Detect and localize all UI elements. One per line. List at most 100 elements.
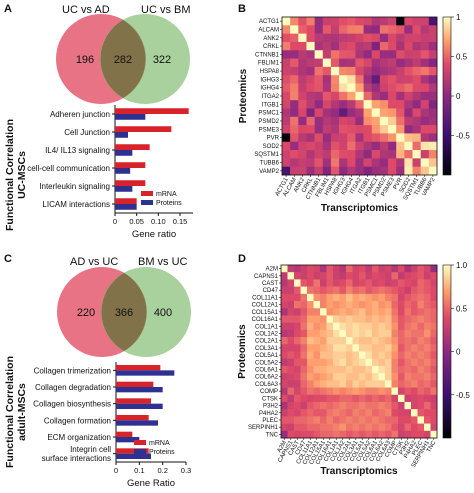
heat-b-cell-12-4 (314, 116, 324, 126)
heat-d-cell-14-15 (378, 365, 386, 374)
heat-d-cell-22-1 (287, 423, 295, 432)
heat-d-cell-2-9 (339, 279, 347, 287)
heat-d-cell-11-2 (294, 344, 301, 352)
heat-d-cell-15-13 (365, 373, 373, 381)
heat-d-cell-21-3 (300, 416, 308, 424)
bar-c-legend-swatch-proteins (134, 449, 146, 454)
heat-b-cell-8-10 (363, 83, 373, 93)
heat-b-cell-2-3 (306, 33, 315, 43)
heat-d-cell-18-2 (294, 394, 301, 403)
heat-d-cell-6-17 (391, 308, 399, 316)
heat-d-cell-12-7 (326, 351, 334, 360)
heat-b-cell-15-9 (355, 141, 364, 151)
heat-b-cell-13-15 (404, 125, 413, 134)
heat-d-cell-6-14 (372, 308, 379, 316)
heat-d-cell-15-23 (430, 373, 438, 381)
heat-d-cell-14-4 (307, 365, 314, 374)
heat-b-cell-1-18 (428, 25, 438, 34)
heat-b-cell-13-12 (379, 125, 389, 134)
heat-d-cell-16-19 (404, 380, 412, 388)
heat-d-cell-11-0 (281, 344, 288, 352)
heat-d-cell-19-18 (398, 401, 405, 410)
heat-b-cell-6-8 (347, 66, 356, 76)
heat-d-cell-16-15 (378, 380, 386, 388)
heat-d-cell-23-3 (300, 430, 308, 439)
heat-b-cell-4-10 (363, 50, 373, 59)
heat-d-cell-21-12 (359, 416, 366, 424)
heat-d-cell-12-22 (424, 351, 431, 360)
heat-d-cell-21-8 (333, 416, 340, 424)
panel-label-d: D (238, 253, 246, 265)
heat-b-cell-0-2 (298, 17, 307, 26)
heat-d-cell-5-2 (294, 301, 301, 309)
heat-d-cell-20-15 (378, 409, 386, 417)
heat-d-cell-4-17 (391, 293, 399, 302)
bar-c-legend-label-mrna: mRNA (149, 440, 170, 447)
heat-d-cell-7-13 (365, 315, 373, 323)
heat-d-cell-16-23 (430, 380, 438, 388)
heat-d-cell-13-13 (365, 358, 373, 367)
heat-b-ylabel: Proteomics (238, 68, 249, 123)
bar-a-category-label-1: Cell Junction (64, 128, 110, 137)
heat-d-cell-6-6 (320, 308, 327, 316)
heat-d-cell-5-7 (326, 301, 334, 309)
heat-d-cell-13-7 (326, 358, 334, 367)
heat-d-cell-3-7 (326, 286, 334, 295)
heat-d-cell-4-8 (333, 293, 340, 302)
heat-d-cell-11-21 (417, 344, 425, 352)
heat-d-cell-18-22 (424, 394, 431, 403)
heat-b-cell-5-3 (306, 58, 315, 68)
heat-d-cell-1-4 (307, 272, 314, 280)
heat-d-cell-3-17 (391, 286, 399, 295)
heat-d-cell-4-20 (411, 293, 418, 302)
heat-d-cell-21-22 (424, 416, 431, 424)
heat-d-cell-11-15 (378, 344, 386, 352)
heat-b-cell-11-0 (282, 108, 291, 118)
heat-d-cell-6-18 (398, 308, 405, 316)
heat-b-cell-5-12 (379, 58, 389, 68)
bar-a-bar-mrna-3 (115, 162, 146, 168)
heat-b-cell-13-3 (306, 125, 315, 134)
heat-d-cell-22-15 (378, 423, 386, 432)
heat-b-cell-12-5 (322, 116, 332, 126)
heat-d-cell-18-7 (326, 394, 334, 403)
heat-b-cell-9-0 (282, 91, 291, 101)
heat-d-cell-16-6 (320, 380, 327, 388)
heat-b-cell-13-1 (290, 125, 299, 134)
heat-d-cell-13-0 (281, 358, 288, 367)
heat-b-cell-12-16 (412, 116, 421, 126)
heat-b-cell-8-7 (339, 83, 348, 93)
heat-b-cell-8-14 (396, 83, 405, 93)
heat-d-cell-2-15 (378, 279, 386, 287)
heat-d-cell-7-16 (385, 315, 392, 323)
heat-d-cell-6-13 (365, 308, 373, 316)
bar-a-bar-proteins-3 (115, 168, 131, 174)
heat-d-cell-4-18 (398, 293, 405, 302)
heat-d-cell-8-17 (391, 322, 399, 331)
heat-d-cell-10-12 (359, 337, 366, 345)
heat-d-cell-23-0 (281, 430, 288, 439)
heat-b-col-label-14: PVR (393, 176, 405, 190)
heat-d-cell-0-23 (430, 265, 438, 273)
heat-b-cell-17-17 (420, 158, 430, 167)
heat-d-cell-2-19 (404, 279, 412, 287)
heat-d-cell-4-2 (294, 293, 301, 302)
heat-d-cell-9-20 (411, 329, 418, 338)
heat-b-cell-7-8 (347, 75, 356, 84)
heat-d-cell-21-2 (294, 416, 301, 424)
heat-d-cell-15-15 (378, 373, 386, 381)
heat-b-cell-5-6 (330, 58, 340, 68)
heat-d-cell-2-17 (391, 279, 399, 287)
heat-b-cell-13-9 (355, 125, 364, 134)
heat-b-cell-1-17 (420, 25, 430, 34)
heat-d-cell-17-8 (333, 387, 340, 396)
heat-b-row-label-5: FBLIM1 (258, 61, 280, 67)
heat-d-cell-12-5 (313, 351, 321, 360)
heat-d-cell-8-23 (430, 322, 438, 331)
heat-d-cell-5-18 (398, 301, 405, 309)
heat-b-cell-11-15 (404, 108, 413, 118)
heat-b-cell-15-17 (420, 141, 430, 151)
heat-b-cell-11-4 (314, 108, 324, 118)
heat-d-cell-22-6 (320, 423, 327, 432)
heat-d-cell-3-6 (320, 286, 327, 295)
